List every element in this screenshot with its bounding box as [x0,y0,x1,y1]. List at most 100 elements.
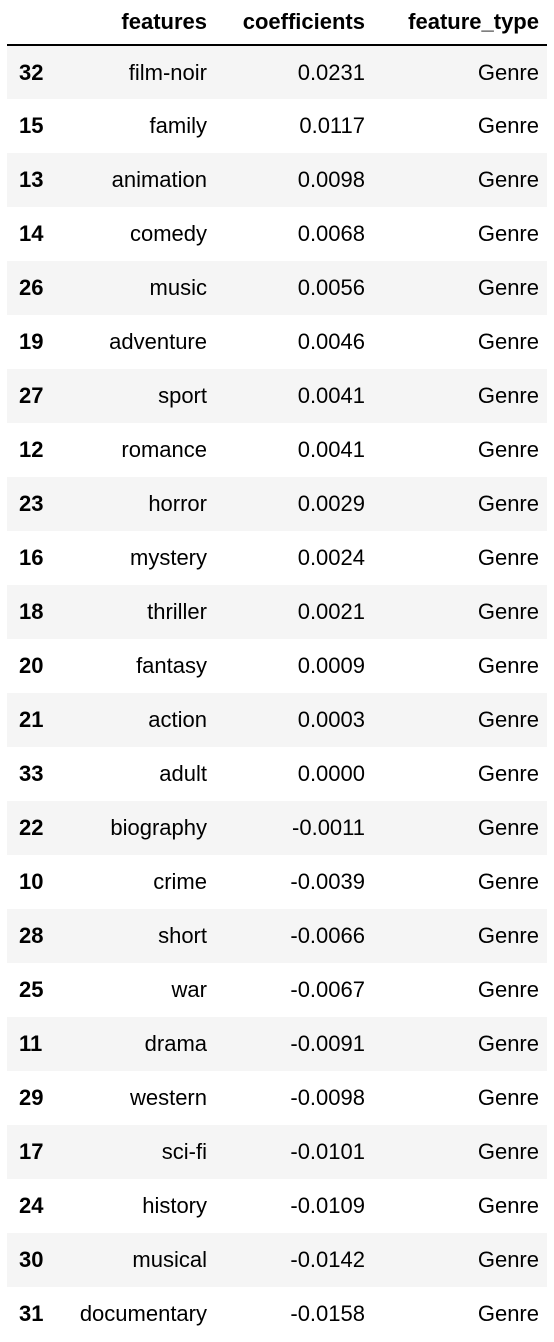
cell-coefficients: -0.0067 [290,977,365,1002]
cell-coefficients: -0.0101 [290,1139,365,1164]
cell-coefficients: 0.0117 [299,113,365,138]
row-index: 15 [19,113,44,138]
cell-features: action [148,707,207,732]
table-row: 17 sci-fi -0.0101 Genre [7,1125,547,1179]
cell-features: adult [159,761,207,786]
cell-feature-type: Genre [477,599,539,624]
cell-feature-type: Genre [477,869,539,894]
row-index: 30 [19,1247,44,1272]
cell-features: adventure [109,329,207,354]
cell-features: drama [144,1031,207,1056]
cell-coefficients: -0.0109 [290,1193,365,1218]
table-row: 11 drama -0.0091 Genre [7,1017,547,1071]
cell-coefficients: -0.0066 [290,923,365,948]
table-body: 32 film-noir 0.0231 Genre 15 family 0.0117 Genr… [7,45,547,1341]
row-index: 28 [19,923,44,948]
feature-type-header: feature_type [408,9,539,34]
cell-coefficients: 0.0009 [297,653,365,678]
coefficients-header: coefficients [242,9,365,34]
cell-features: sci-fi [161,1139,207,1164]
cell-features: short [158,923,207,948]
cell-features: western [129,1085,207,1110]
cell-features: family [149,113,207,138]
cell-feature-type: Genre [477,1139,539,1164]
cell-feature-type: Genre [477,1031,539,1056]
cell-coefficients: 0.0231 [297,59,365,85]
cell-feature-type: Genre [477,275,539,300]
table-row: 19 adventure 0.0046 Genre [7,315,547,369]
cell-feature-type: Genre [477,437,539,462]
cell-coefficients: 0.0003 [297,707,365,732]
table-row: 29 western -0.0098 Genre [7,1071,547,1125]
table-row: 27 sport 0.0041 Genre [7,369,547,423]
row-index: 12 [19,437,44,462]
table-row: 10 crime -0.0039 Genre [7,855,547,909]
cell-features: comedy [129,221,207,246]
table-row: 31 documentary -0.0158 Genre [7,1287,547,1341]
cell-features: crime [153,869,207,894]
table-row: 32 film-noir 0.0231 Genre [7,45,547,99]
cell-feature-type: Genre [477,923,539,948]
cell-coefficients: 0.0029 [297,491,365,516]
row-index: 18 [19,599,44,624]
row-index: 26 [19,275,44,300]
cell-feature-type: Genre [477,977,539,1002]
cell-coefficients: -0.0142 [290,1247,365,1272]
row-index: 19 [19,329,44,354]
table-header: features coefficients feature_type [7,0,547,45]
table-row: 30 musical -0.0142 Genre [7,1233,547,1287]
cell-feature-type: Genre [477,761,539,786]
row-index: 23 [19,491,44,516]
cell-features: biography [110,815,207,840]
cell-coefficients: 0.0000 [297,761,365,786]
row-index: 11 [19,1031,43,1056]
table-row: 14 comedy 0.0068 Genre [7,207,547,261]
dataframe-table: features coefficients feature_type 32 fil… [7,0,547,1341]
cell-coefficients: 0.0098 [297,167,365,192]
table-row: 28 short -0.0066 Genre [7,909,547,963]
cell-features: fantasy [136,653,207,678]
row-index: 17 [19,1139,44,1164]
table-row: 33 adult 0.0000 Genre [7,747,547,801]
cell-feature-type: Genre [477,1247,539,1272]
cell-features: animation [111,167,207,192]
cell-features: film-noir [128,59,207,85]
cell-coefficients: -0.0158 [290,1301,365,1326]
cell-feature-type: Genre [477,1193,539,1218]
cell-coefficients: 0.0024 [297,545,365,570]
row-index: 10 [19,869,44,894]
row-index: 29 [19,1085,44,1110]
cell-features: horror [148,491,207,516]
cell-coefficients: 0.0056 [297,275,365,300]
cell-features: mystery [130,545,207,570]
table-row: 26 music 0.0056 Genre [7,261,547,315]
cell-features: musical [132,1247,207,1272]
cell-features: romance [121,437,207,462]
row-index: 25 [19,977,44,1002]
row-index: 21 [19,707,44,732]
table-row: 25 war -0.0067 Genre [7,963,547,1017]
cell-features: war [171,977,207,1002]
features-header: features [121,9,207,34]
cell-feature-type: Genre [477,707,539,732]
table-row: 24 history -0.0109 Genre [7,1179,547,1233]
index-header [7,0,55,45]
cell-feature-type: Genre [477,1085,539,1110]
cell-features: documentary [79,1301,207,1326]
cell-feature-type: Genre [477,545,539,570]
row-index: 16 [19,545,44,570]
cell-coefficients: 0.0046 [297,329,365,354]
row-index: 13 [19,167,44,192]
cell-coefficients: 0.0041 [297,383,365,408]
cell-coefficients: -0.0098 [290,1085,365,1110]
cell-coefficients: -0.0091 [290,1031,365,1056]
table-row: 12 romance 0.0041 Genre [7,423,547,477]
table-row: 20 fantasy 0.0009 Genre [7,639,547,693]
cell-feature-type: Genre [477,167,539,192]
row-index: 14 [19,221,44,246]
cell-feature-type: Genre [477,1301,539,1326]
table-row: 21 action 0.0003 Genre [7,693,547,747]
cell-feature-type: Genre [477,113,539,138]
table-row: 15 family 0.0117 Genre [7,99,547,153]
cell-features: sport [158,383,207,408]
